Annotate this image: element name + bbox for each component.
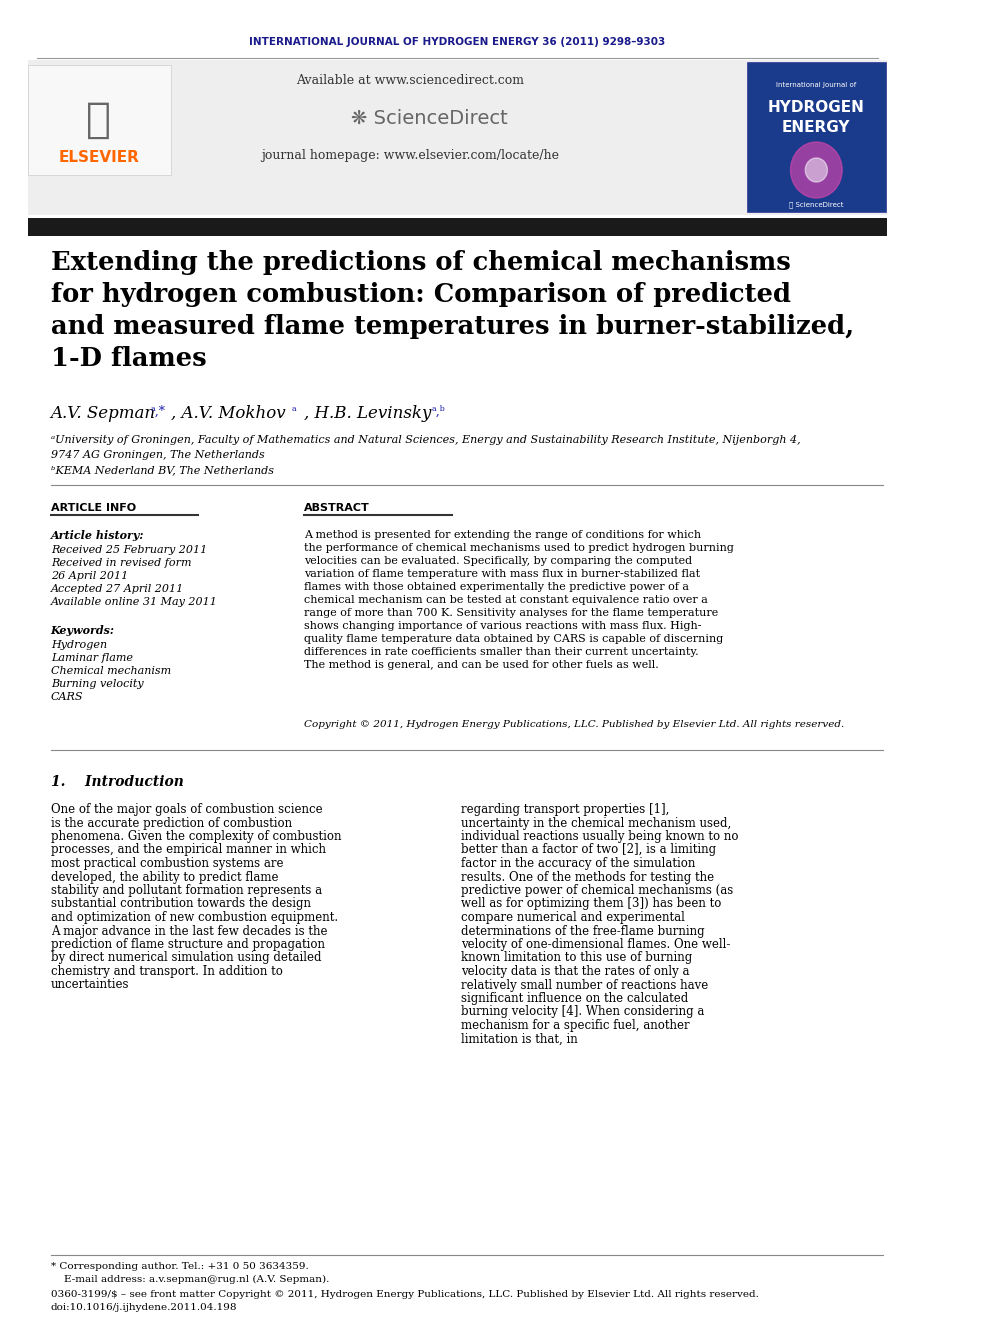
Text: International Journal of: International Journal of bbox=[776, 82, 856, 89]
Text: ❋ ScienceDirect: ❋ ScienceDirect bbox=[350, 108, 507, 127]
Text: individual reactions usually being known to no: individual reactions usually being known… bbox=[461, 830, 739, 843]
Text: The method is general, and can be used for other fuels as well.: The method is general, and can be used f… bbox=[305, 660, 659, 669]
Text: 🌳: 🌳 bbox=[86, 99, 111, 142]
Text: quality flame temperature data obtained by CARS is capable of discerning: quality flame temperature data obtained … bbox=[305, 634, 723, 644]
Text: chemistry and transport. In addition to: chemistry and transport. In addition to bbox=[51, 964, 283, 978]
Text: ABSTRACT: ABSTRACT bbox=[305, 503, 370, 513]
Text: better than a factor of two [2], is a limiting: better than a factor of two [2], is a li… bbox=[461, 844, 716, 856]
Text: uncertainties: uncertainties bbox=[51, 979, 129, 991]
Text: ᵃ,*: ᵃ,* bbox=[151, 405, 166, 418]
Text: chemical mechanism can be tested at constant equivalence ratio over a: chemical mechanism can be tested at cons… bbox=[305, 595, 708, 605]
Text: and optimization of new combustion equipment.: and optimization of new combustion equip… bbox=[51, 912, 338, 923]
Text: velocity data is that the rates of only a: velocity data is that the rates of only … bbox=[461, 964, 689, 978]
Text: and measured flame temperatures in burner-stabilized,: and measured flame temperatures in burne… bbox=[51, 314, 854, 339]
Text: known limitation to this use of burning: known limitation to this use of burning bbox=[461, 951, 692, 964]
Text: burning velocity [4]. When considering a: burning velocity [4]. When considering a bbox=[461, 1005, 704, 1019]
Text: Received 25 February 2011: Received 25 February 2011 bbox=[51, 545, 207, 556]
Text: 1.    Introduction: 1. Introduction bbox=[51, 775, 184, 789]
Text: ᵃUniversity of Groningen, Faculty of Mathematics and Natural Sciences, Energy an: ᵃUniversity of Groningen, Faculty of Mat… bbox=[51, 435, 801, 445]
Text: uncertainty in the chemical mechanism used,: uncertainty in the chemical mechanism us… bbox=[461, 816, 731, 830]
Text: Extending the predictions of chemical mechanisms: Extending the predictions of chemical me… bbox=[51, 250, 791, 275]
Text: A method is presented for extending the range of conditions for which: A method is presented for extending the … bbox=[305, 531, 701, 540]
Text: Available at www.sciencedirect.com: Available at www.sciencedirect.com bbox=[297, 74, 525, 86]
Text: One of the major goals of combustion science: One of the major goals of combustion sci… bbox=[51, 803, 322, 816]
Text: developed, the ability to predict flame: developed, the ability to predict flame bbox=[51, 871, 278, 884]
Text: determinations of the free-flame burning: determinations of the free-flame burning bbox=[461, 925, 705, 938]
Text: * Corresponding author. Tel.: +31 0 50 3634359.: * Corresponding author. Tel.: +31 0 50 3… bbox=[51, 1262, 309, 1271]
Text: ᵃ,ᵇ: ᵃ,ᵇ bbox=[432, 405, 445, 418]
Text: ARTICLE INFO: ARTICLE INFO bbox=[51, 503, 136, 513]
Text: well as for optimizing them [3]) has been to: well as for optimizing them [3]) has bee… bbox=[461, 897, 721, 910]
Text: Received in revised form: Received in revised form bbox=[51, 558, 191, 568]
Text: most practical combustion systems are: most practical combustion systems are bbox=[51, 857, 284, 871]
Text: doi:10.1016/j.ijhydene.2011.04.198: doi:10.1016/j.ijhydene.2011.04.198 bbox=[51, 1303, 237, 1312]
Text: compare numerical and experimental: compare numerical and experimental bbox=[461, 912, 685, 923]
Circle shape bbox=[791, 142, 842, 198]
Text: 9747 AG Groningen, The Netherlands: 9747 AG Groningen, The Netherlands bbox=[51, 450, 265, 460]
Text: journal homepage: www.elsevier.com/locate/he: journal homepage: www.elsevier.com/locat… bbox=[262, 148, 559, 161]
Text: differences in rate coefficients smaller than their current uncertainty.: differences in rate coefficients smaller… bbox=[305, 647, 699, 658]
Text: variation of flame temperature with mass flux in burner-stabilized flat: variation of flame temperature with mass… bbox=[305, 569, 700, 579]
Text: relatively small number of reactions have: relatively small number of reactions hav… bbox=[461, 979, 708, 991]
Text: Keywords:: Keywords: bbox=[51, 624, 115, 636]
Text: A major advance in the last few decades is the: A major advance in the last few decades … bbox=[51, 925, 327, 938]
Text: regarding transport properties [1],: regarding transport properties [1], bbox=[461, 803, 670, 816]
Text: processes, and the empirical manner in which: processes, and the empirical manner in w… bbox=[51, 844, 325, 856]
Text: shows changing importance of various reactions with mass flux. High-: shows changing importance of various rea… bbox=[305, 620, 702, 631]
Text: the performance of chemical mechanisms used to predict hydrogen burning: the performance of chemical mechanisms u… bbox=[305, 542, 734, 553]
Text: results. One of the methods for testing the: results. One of the methods for testing … bbox=[461, 871, 714, 884]
Text: velocity of one-dimensional flames. One well-: velocity of one-dimensional flames. One … bbox=[461, 938, 730, 951]
Text: Hydrogen: Hydrogen bbox=[51, 640, 107, 650]
Text: , A.V. Mokhov: , A.V. Mokhov bbox=[171, 405, 286, 422]
Text: phenomena. Given the complexity of combustion: phenomena. Given the complexity of combu… bbox=[51, 830, 341, 843]
Text: INTERNATIONAL JOURNAL OF HYDROGEN ENERGY 36 (2011) 9298–9303: INTERNATIONAL JOURNAL OF HYDROGEN ENERGY… bbox=[249, 37, 666, 48]
Text: substantial contribution towards the design: substantial contribution towards the des… bbox=[51, 897, 310, 910]
Text: , H.B. Levinsky: , H.B. Levinsky bbox=[305, 405, 432, 422]
Text: by direct numerical simulation using detailed: by direct numerical simulation using det… bbox=[51, 951, 321, 964]
Text: 🔬 ScienceDirect: 🔬 ScienceDirect bbox=[789, 201, 843, 208]
Text: mechanism for a specific fuel, another: mechanism for a specific fuel, another bbox=[461, 1019, 689, 1032]
Text: ELSEVIER: ELSEVIER bbox=[59, 151, 139, 165]
Text: ᵃ: ᵃ bbox=[292, 405, 297, 418]
Text: prediction of flame structure and propagation: prediction of flame structure and propag… bbox=[51, 938, 324, 951]
Text: velocities can be evaluated. Specifically, by comparing the computed: velocities can be evaluated. Specificall… bbox=[305, 556, 692, 566]
Text: for hydrogen combustion: Comparison of predicted: for hydrogen combustion: Comparison of p… bbox=[51, 282, 791, 307]
Bar bbox=[28, 65, 171, 175]
Text: ENERGY: ENERGY bbox=[782, 120, 850, 135]
Text: Article history:: Article history: bbox=[51, 531, 144, 541]
Text: predictive power of chemical mechanisms (as: predictive power of chemical mechanisms … bbox=[461, 884, 733, 897]
Text: limitation is that, in: limitation is that, in bbox=[461, 1032, 578, 1045]
Bar bbox=[28, 60, 888, 216]
Text: 1-D flames: 1-D flames bbox=[51, 347, 206, 370]
Text: significant influence on the calculated: significant influence on the calculated bbox=[461, 992, 688, 1005]
Text: HYDROGEN: HYDROGEN bbox=[768, 101, 865, 115]
Text: CARS: CARS bbox=[51, 692, 83, 703]
Text: range of more than 700 K. Sensitivity analyses for the flame temperature: range of more than 700 K. Sensitivity an… bbox=[305, 609, 718, 618]
Text: Laminar flame: Laminar flame bbox=[51, 654, 133, 663]
Text: E-mail address: a.v.sepman@rug.nl (A.V. Sepman).: E-mail address: a.v.sepman@rug.nl (A.V. … bbox=[51, 1275, 329, 1285]
Text: Burning velocity: Burning velocity bbox=[51, 679, 144, 689]
Text: Accepted 27 April 2011: Accepted 27 April 2011 bbox=[51, 583, 184, 594]
Text: A.V. Sepman: A.V. Sepman bbox=[51, 405, 156, 422]
Text: factor in the accuracy of the simulation: factor in the accuracy of the simulation bbox=[461, 857, 695, 871]
Circle shape bbox=[806, 157, 827, 183]
Bar bbox=[28, 218, 888, 235]
Text: flames with those obtained experimentally the predictive power of a: flames with those obtained experimentall… bbox=[305, 582, 689, 591]
Text: Chemical mechanism: Chemical mechanism bbox=[51, 665, 171, 676]
Text: ᵇKEMA Nederland BV, The Netherlands: ᵇKEMA Nederland BV, The Netherlands bbox=[51, 464, 274, 475]
Text: 26 April 2011: 26 April 2011 bbox=[51, 572, 128, 581]
Bar bbox=[747, 62, 886, 212]
Text: is the accurate prediction of combustion: is the accurate prediction of combustion bbox=[51, 816, 292, 830]
Text: 0360-3199/$ – see front matter Copyright © 2011, Hydrogen Energy Publications, L: 0360-3199/$ – see front matter Copyright… bbox=[51, 1290, 759, 1299]
Text: stability and pollutant formation represents a: stability and pollutant formation repres… bbox=[51, 884, 321, 897]
Text: Available online 31 May 2011: Available online 31 May 2011 bbox=[51, 597, 217, 607]
Text: Copyright © 2011, Hydrogen Energy Publications, LLC. Published by Elsevier Ltd. : Copyright © 2011, Hydrogen Energy Public… bbox=[305, 720, 844, 729]
